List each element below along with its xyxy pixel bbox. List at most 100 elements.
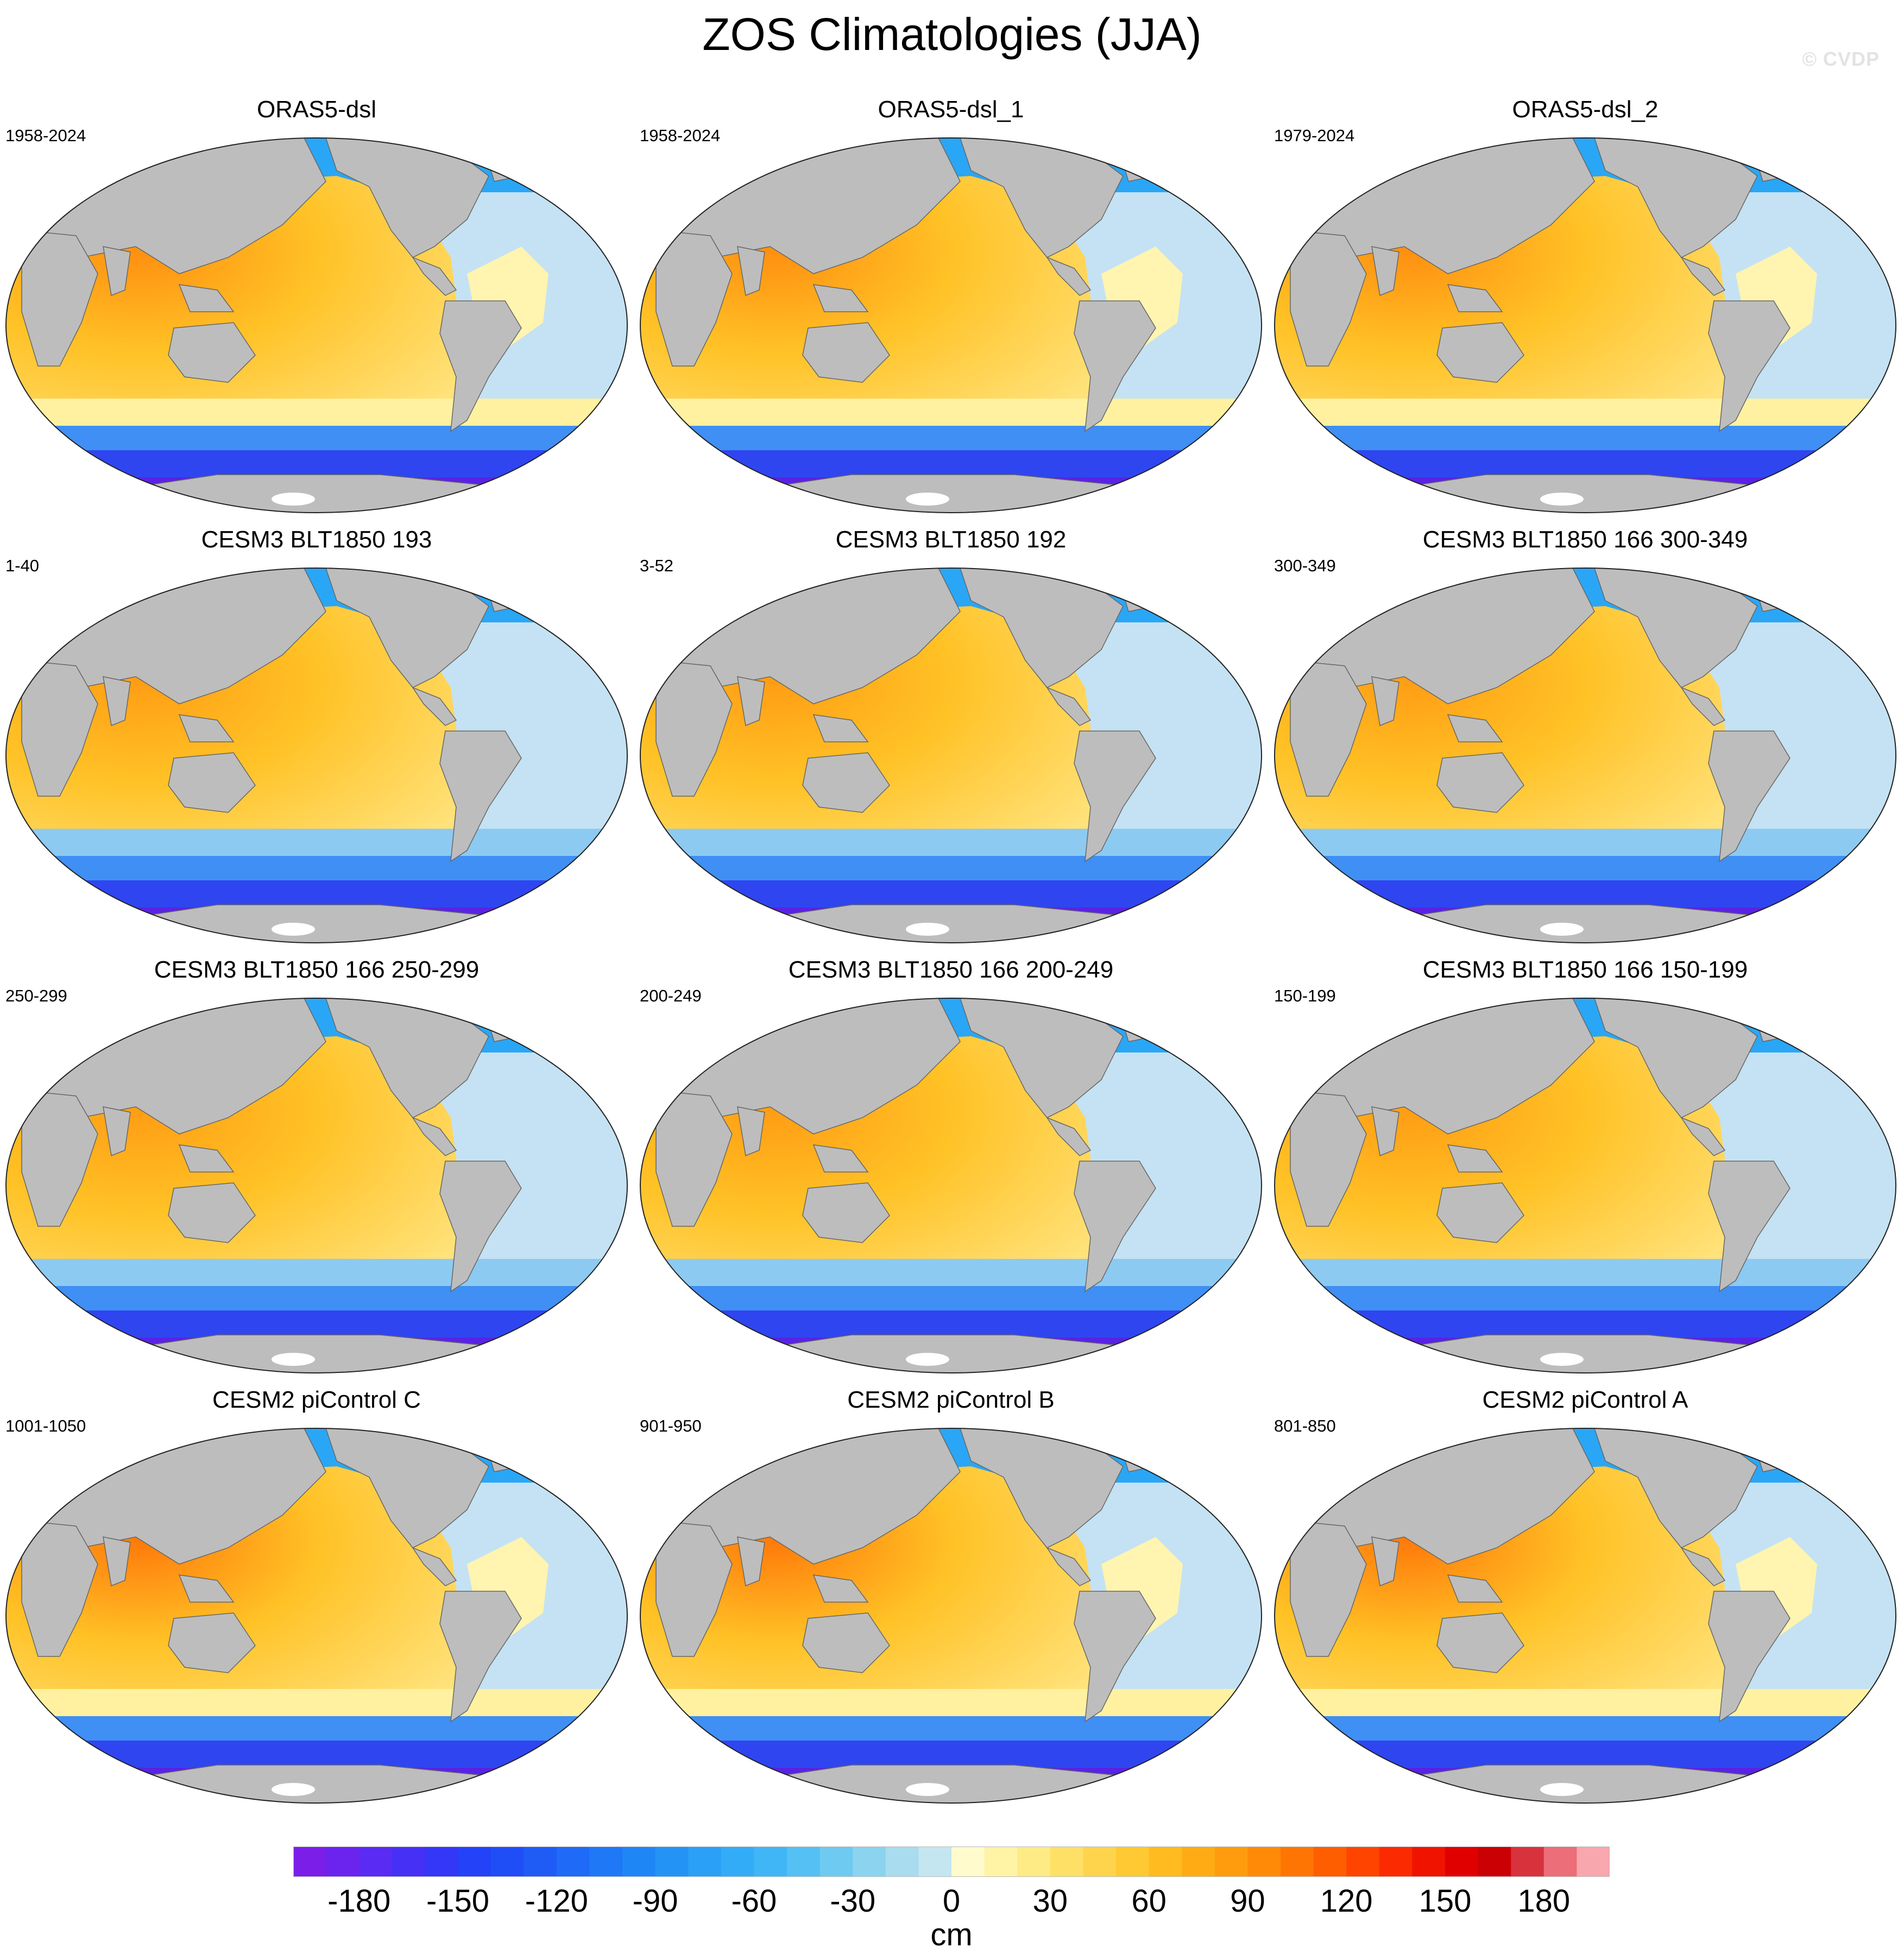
south-america <box>1708 730 1790 862</box>
africa <box>655 1090 733 1227</box>
africa <box>1290 1520 1367 1657</box>
central-america <box>1046 686 1092 726</box>
colorbar-cell <box>885 1846 919 1877</box>
ice-shelf <box>1540 1783 1584 1796</box>
map-graphic <box>5 1428 628 1804</box>
map-border <box>1274 998 1896 1373</box>
colorbar-cell <box>392 1846 425 1877</box>
central-america <box>1680 1117 1726 1156</box>
colorbar-cell <box>1281 1846 1314 1877</box>
map-panel: CESM2 piControl C 1001-1050 <box>0 1385 633 1814</box>
panel-title: CESM2 piControl B <box>847 1387 1055 1413</box>
africa <box>655 660 733 797</box>
central-america <box>1046 1547 1092 1586</box>
antarctica <box>640 474 1262 513</box>
india <box>1371 1106 1399 1157</box>
india <box>103 676 131 727</box>
india <box>1371 676 1399 727</box>
map-graphic <box>640 568 1262 943</box>
india <box>737 246 765 297</box>
ice-shelf <box>1540 923 1584 936</box>
antarctica <box>6 1764 627 1803</box>
africa <box>655 230 733 367</box>
colorbar-cell <box>1412 1846 1446 1877</box>
panel-period: 901-950 <box>640 1416 702 1435</box>
colorbar-cell <box>655 1846 689 1877</box>
africa <box>1290 660 1367 797</box>
india <box>737 1106 765 1157</box>
india <box>103 1106 131 1157</box>
colorbar-cell <box>1017 1846 1051 1877</box>
map-border <box>5 568 628 943</box>
panel-title: CESM3 BLT1850 166 200-249 <box>788 956 1114 983</box>
colorbar-cell <box>556 1846 590 1877</box>
colorbar-cell <box>458 1846 491 1877</box>
central-america <box>1680 256 1726 296</box>
central-america <box>1046 1117 1092 1156</box>
map-border <box>1274 137 1896 513</box>
australia <box>802 1182 890 1243</box>
southern-ocean-mid <box>1275 1286 1896 1313</box>
africa <box>655 1520 733 1657</box>
panel-period: 250-299 <box>5 986 67 1005</box>
map-border <box>1274 568 1896 943</box>
australia <box>802 752 890 813</box>
ice-shelf <box>272 923 315 936</box>
map-graphic <box>5 137 628 513</box>
map-graphic <box>1274 1428 1896 1804</box>
colorbar-tick-label: 0 <box>943 1883 960 1917</box>
panel-period: 801-850 <box>1274 1416 1336 1435</box>
antarctica <box>640 1334 1262 1373</box>
panel-title: CESM3 BLT1850 193 <box>201 526 432 553</box>
colorbar-cell <box>688 1846 722 1877</box>
africa <box>1290 1090 1367 1227</box>
antarctica <box>1275 474 1896 513</box>
panel-title: CESM3 BLT1850 166 300-349 <box>1422 526 1748 553</box>
africa <box>1290 230 1367 367</box>
colorbar-cell <box>1379 1846 1413 1877</box>
ice-shelf <box>1540 493 1584 506</box>
south-america <box>1074 1161 1156 1293</box>
south-america <box>439 1161 522 1293</box>
colorbar-cell <box>918 1846 952 1877</box>
map-graphic <box>1274 998 1896 1373</box>
colorbar-cell <box>951 1846 985 1877</box>
map-border <box>1274 1428 1896 1804</box>
antarctica <box>1275 1334 1896 1373</box>
antarctica <box>6 474 627 513</box>
panel-title: CESM3 BLT1850 192 <box>835 526 1067 553</box>
panel-period: 200-249 <box>640 986 702 1005</box>
australia <box>168 1182 256 1243</box>
panel-period: 1-40 <box>5 556 40 575</box>
antarctica <box>6 1334 627 1373</box>
south-america <box>439 300 522 432</box>
south-america <box>1074 1591 1156 1723</box>
panel-title: CESM3 BLT1850 166 150-199 <box>1422 956 1748 983</box>
australia <box>802 322 890 383</box>
map-graphic <box>1274 568 1896 943</box>
ice-shelf <box>906 493 949 506</box>
colorbar-cell <box>1050 1846 1083 1877</box>
map-border <box>640 998 1262 1373</box>
ice-shelf <box>906 1783 949 1796</box>
panel-title: CESM2 piControl A <box>1482 1387 1688 1413</box>
map-panel: ORAS5-dsl_1 1958-2024 <box>634 94 1268 524</box>
central-america <box>412 256 457 296</box>
colorbar-frame <box>293 1846 1610 1877</box>
south-america <box>439 730 522 862</box>
south-america <box>439 1591 522 1723</box>
southern-ocean-mid <box>6 1286 627 1313</box>
central-america <box>412 1547 457 1586</box>
australia <box>168 752 256 813</box>
australia <box>802 1612 890 1673</box>
map-panel: CESM3 BLT1850 193 1-40 <box>0 525 633 954</box>
central-america <box>412 686 457 726</box>
australia <box>1436 1182 1524 1243</box>
colorbar-cell <box>1543 1846 1577 1877</box>
colorbar-cell <box>819 1846 853 1877</box>
panel-period: 1001-1050 <box>5 1416 86 1435</box>
colorbar-cell <box>1478 1846 1511 1877</box>
ice-shelf <box>1540 1353 1584 1366</box>
ice-shelf <box>272 1783 315 1796</box>
